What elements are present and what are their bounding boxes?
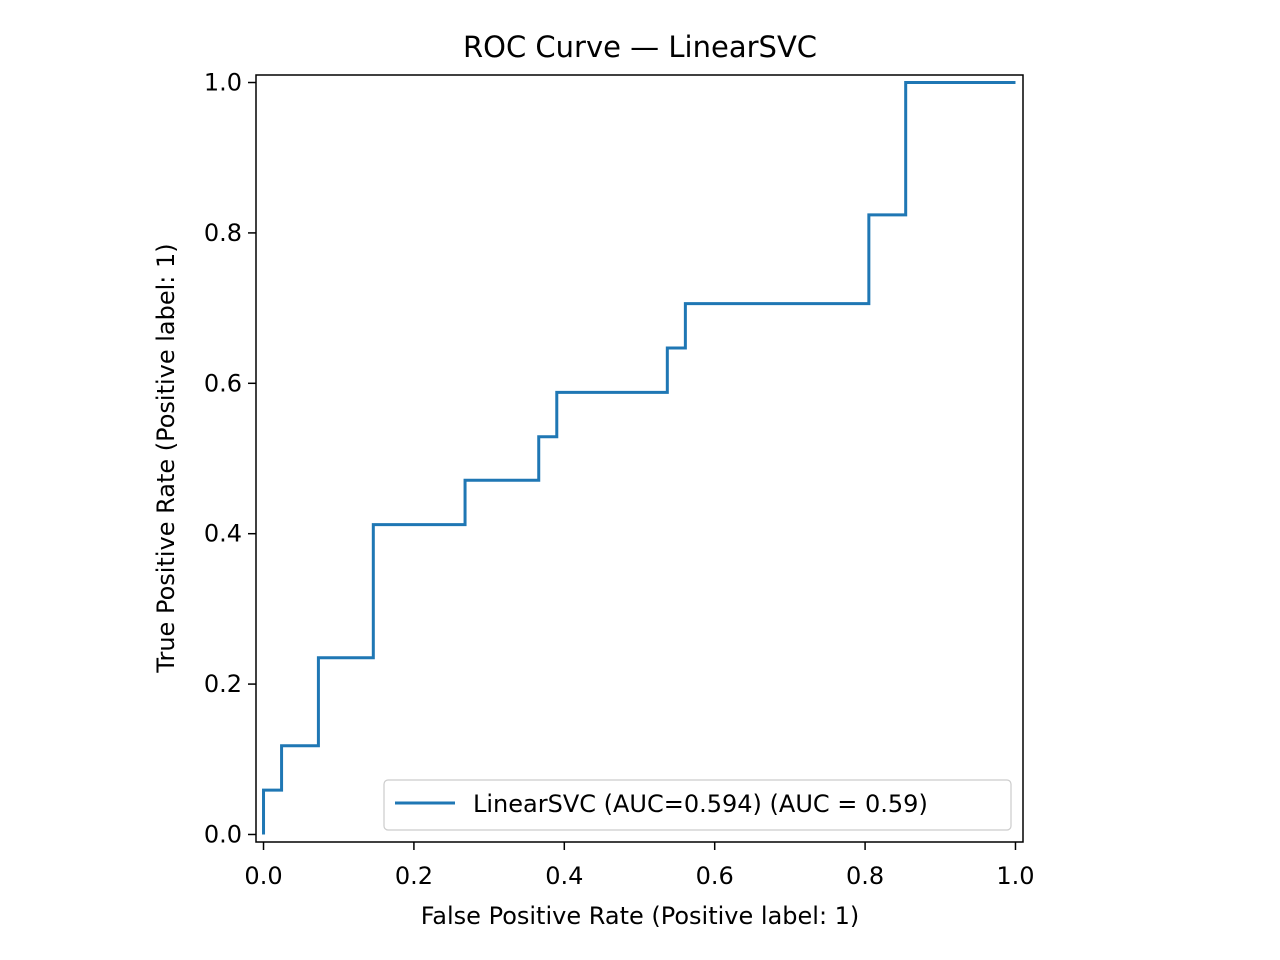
plot-area: 0.0 0.2 0.4 0.6 0.8 1.0 0.0 0.2 0.4 0.6 0.8 1.0 [204, 69, 1035, 890]
y-tick-label: 0.2 [204, 670, 242, 698]
legend-box [383, 779, 1012, 831]
y-axis-ticks: 0.0 0.2 0.4 0.6 0.8 1.0 [204, 69, 256, 848]
y-tick-label: 0.8 [204, 219, 242, 247]
x-axis-ticks: 0.0 0.2 0.4 0.6 0.8 1.0 [244, 842, 1035, 890]
x-tick-label: 0.2 [395, 862, 433, 890]
legend: LinearSVC (AUC=0.594) (AUC = 0.59) [383, 779, 1012, 831]
y-axis-label: True Positive Rate (Positive label: 1) [152, 243, 180, 673]
curve-layer [262, 81, 1016, 835]
x-tick-label: 0.0 [244, 862, 282, 890]
x-tick-label: 1.0 [996, 862, 1034, 890]
y-tick-label: 0.6 [204, 369, 242, 397]
y-tick-label: 0.0 [204, 820, 242, 848]
x-axis-label: False Positive Rate (Positive label: 1) [421, 902, 860, 930]
plot-frame [255, 74, 1024, 843]
x-tick-label: 0.8 [846, 862, 884, 890]
y-tick-label: 1.0 [204, 69, 242, 97]
legend-label: LinearSVC (AUC=0.594) (AUC = 0.59) [473, 790, 928, 818]
roc-curve-line [262, 81, 1016, 835]
chart-title: ROC Curve — LinearSVC [463, 30, 817, 64]
y-tick-label: 0.4 [204, 520, 242, 548]
x-tick-label: 0.6 [696, 862, 734, 890]
x-tick-label: 0.4 [545, 862, 583, 890]
